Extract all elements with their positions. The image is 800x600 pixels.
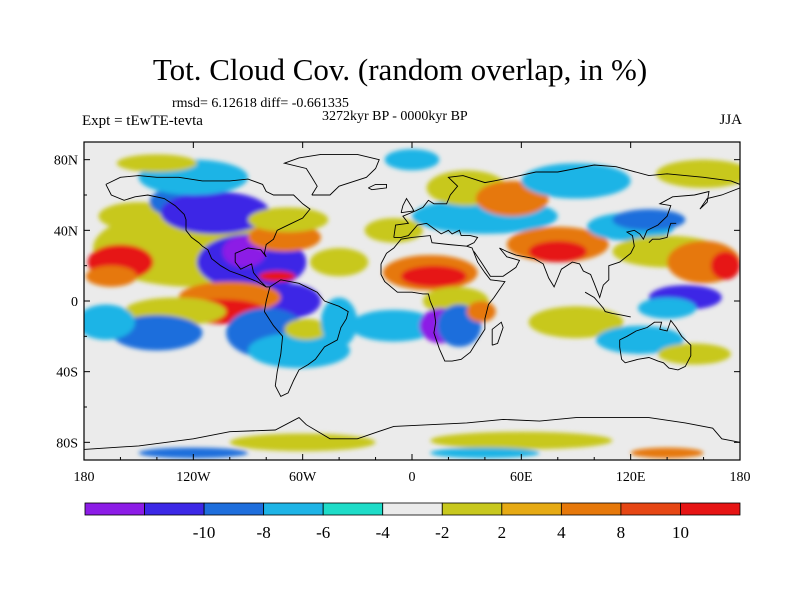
colorbar-swatch [382, 502, 443, 516]
coastline-africa [380, 235, 506, 362]
anomaly-region [637, 297, 697, 319]
colorbar-swatch [322, 502, 384, 516]
x-tick-label: 0 [409, 470, 416, 485]
anomaly-region [229, 433, 376, 452]
coastlines [84, 153, 740, 450]
colorbar-label: -6 [316, 523, 330, 542]
colorbar: -10 -8 -6 -4 -2 2 4 8 10 [84, 502, 741, 542]
anomaly-region [248, 332, 351, 369]
colorbar-swatch [263, 502, 324, 516]
coastline-segment [648, 222, 677, 244]
colorbar-label: -4 [376, 523, 391, 542]
colorbar-label: 10 [672, 523, 689, 542]
anomaly-region [258, 270, 296, 282]
season-label: JJA [719, 112, 742, 128]
time-period-label: 3272kyr BP - 0000kyr BP [322, 109, 468, 124]
y-tick-label: 40S [56, 366, 78, 381]
x-axis-ticks: 180 120W 60W 0 60E 120E 180 [74, 142, 751, 485]
x-tick-label: 180 [74, 470, 95, 485]
coastline-segment [84, 417, 740, 450]
colorbar-label: 4 [557, 523, 566, 542]
anomaly-region [658, 343, 731, 365]
coastline-segment [282, 153, 380, 196]
colorbar-label: -8 [257, 523, 271, 542]
anomaly-region [116, 154, 197, 173]
colorbar-swatch [560, 502, 622, 516]
x-tick-label: 180 [730, 470, 751, 485]
experiment-label: Expt = tEwTE-tevta [82, 113, 203, 129]
coastline-segment [491, 321, 504, 346]
anomaly-region [309, 248, 369, 277]
x-tick-label: 120W [176, 470, 211, 485]
coastline-segment [584, 291, 631, 318]
anomaly-field [84, 149, 740, 459]
x-tick-label: 60E [510, 470, 533, 485]
y-tick-label: 80N [54, 154, 78, 169]
anomaly-region [430, 431, 613, 450]
colorbar-label: 8 [617, 523, 626, 542]
y-tick-label: 0 [71, 295, 78, 310]
x-tick-label: 60W [289, 470, 317, 485]
anomaly-region [710, 251, 740, 280]
anomaly-region [430, 447, 540, 459]
colorbar-label: -2 [435, 523, 449, 542]
coastline-australia [393, 222, 479, 247]
anomaly-region [85, 265, 137, 287]
anomaly-region [284, 318, 329, 340]
anomaly-region [84, 304, 136, 340]
colorbar-swatch [680, 502, 741, 516]
colorbar-swatch [501, 502, 562, 516]
x-tick-label: 120E [616, 470, 646, 485]
anomaly-region [630, 447, 704, 459]
anomaly-region [401, 265, 467, 287]
coastline-antarctica [619, 319, 692, 371]
anomaly-region [320, 297, 358, 347]
y-tick-label: 80S [56, 436, 78, 451]
anomaly-region [384, 149, 440, 171]
colorbar-swatch [441, 502, 503, 516]
anomaly-region [350, 309, 438, 342]
y-axis-ticks: 80N 40N 0 40S 80S [54, 154, 740, 451]
y-tick-label: 40N [54, 224, 78, 239]
colorbar-swatch [84, 502, 145, 516]
anomaly-region [160, 191, 270, 234]
anomaly-region [248, 207, 329, 233]
coastline-segment [400, 197, 415, 214]
anomaly-region [656, 159, 740, 188]
figure-title: Tot. Cloud Cov. (random overlap, in %) [152, 52, 648, 87]
colorbar-swatch [144, 502, 205, 516]
coastline-segment [368, 183, 387, 191]
colorbar-label: 2 [498, 523, 507, 542]
coastline-greenland [473, 187, 740, 299]
coastline-south-america [263, 279, 349, 397]
coastline-north-america [105, 175, 311, 288]
coastline-eurasia [393, 164, 740, 238]
anomaly-region [138, 447, 248, 459]
anomaly-region [528, 240, 587, 263]
colorbar-swatch [620, 502, 681, 516]
anomaly-region [528, 306, 624, 339]
anomaly-region [466, 301, 496, 323]
anomaly-region [596, 325, 684, 354]
colorbar-label: -10 [193, 523, 216, 542]
colorbar-swatch [203, 502, 265, 516]
anomaly-region [364, 217, 423, 243]
anomaly-region [612, 209, 686, 231]
rmsd-diff-stats: rmsd= 6.12618 diff= -0.661335 [172, 96, 349, 111]
